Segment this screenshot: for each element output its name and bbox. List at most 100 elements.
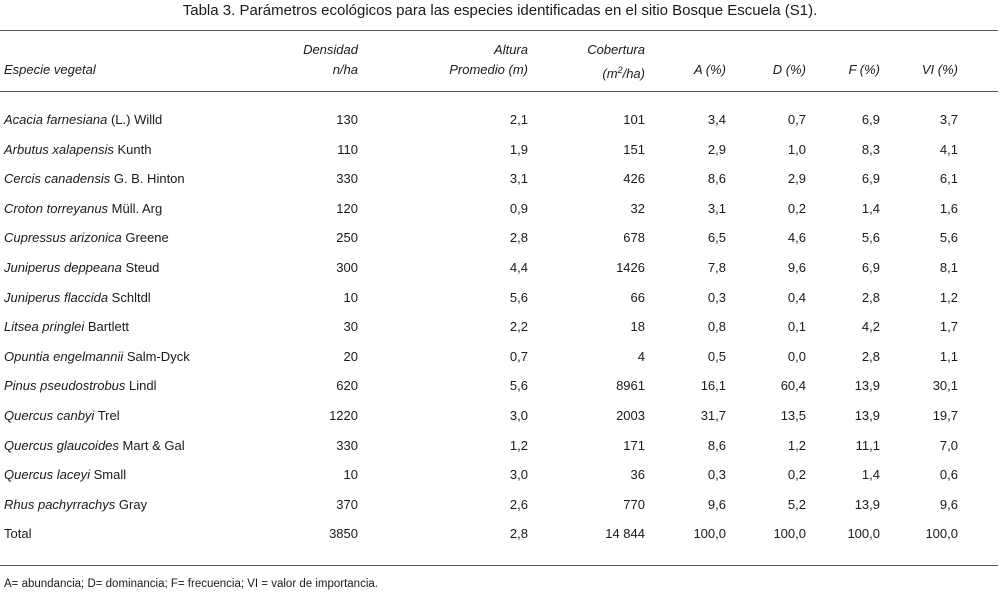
d-cell: 0,0 <box>787 348 806 364</box>
footnote: A= abundancia; D= dominancia; F= frecuen… <box>4 578 378 590</box>
d-cell: 0,1 <box>787 319 806 335</box>
bottom-rule <box>0 565 998 566</box>
species-cell: Pinus pseudostrobus Lindl <box>4 376 157 396</box>
header-a: A (%) <box>693 62 726 77</box>
cover-cell: 1426 <box>616 260 645 275</box>
f-cell: 1,4 <box>861 200 880 216</box>
f-cell: 6,9 <box>861 171 880 187</box>
total-f-cell: 100,0 <box>847 526 880 542</box>
species-name: Juniperus flaccida <box>4 289 109 305</box>
table-row: Arbutus xalapensis Kunth 110 1,9 151 2,9 1,0 8… <box>0 140 1000 160</box>
species-cell: Quercus glaucoides Mart & Gal <box>4 436 185 456</box>
d-cell: 1,2 <box>787 437 806 453</box>
species-cell: Croton torreyanus Müll. Arg <box>4 199 162 219</box>
table-row: Juniperus deppeana Steud 300 4,4 1426 7,8 9,6… <box>0 258 1000 278</box>
header-cover-line1: Cobertura <box>587 42 645 57</box>
table-row: Cercis canadensis G. B. Hinton 330 3,1 426 8… <box>0 169 1000 189</box>
vi-cell: 4,1 <box>939 141 958 157</box>
species-cell: Rhus pachyrrachys Gray <box>4 495 147 515</box>
species-cell: Quercus canbyi Trel <box>4 406 120 426</box>
density-cell: 300 <box>336 260 358 275</box>
cover-cell: 18 <box>630 319 645 335</box>
d-cell: 9,6 <box>787 260 806 275</box>
vi-cell: 30,1 <box>932 378 958 394</box>
species-author: Small <box>89 467 127 483</box>
d-cell: 0,2 <box>787 467 806 483</box>
cover-cell: 4 <box>637 348 645 364</box>
density-cell: 30 <box>343 319 358 335</box>
table-row: Rhus pachyrrachys Gray 370 2,6 770 9,6 5,2 13,… <box>0 495 1000 515</box>
vi-cell: 1,2 <box>939 289 958 305</box>
d-cell: 4,6 <box>787 230 806 246</box>
total-height-cell: 2,8 <box>509 526 528 542</box>
height-cell: 1,9 <box>509 141 528 157</box>
species-author: Bartlett <box>84 319 130 335</box>
height-cell: 3,0 <box>509 408 528 423</box>
species-name: Cupressus arizonica <box>4 230 122 246</box>
species-name: Cercis canadensis <box>4 171 111 187</box>
species-cell: Opuntia engelmannii Salm-Dyck <box>4 347 190 367</box>
table-row: Croton torreyanus Müll. Arg 120 0,9 32 3,1 0,… <box>0 199 1000 219</box>
cover-cell: 770 <box>623 496 645 512</box>
table-row: Quercus canbyi Trel 1220 3,0 2003 31,7 13,5 13… <box>0 406 1000 426</box>
vi-cell: 9,6 <box>939 496 958 512</box>
table-row: Pinus pseudostrobus Lindl 620 5,6 8961 16,1 6… <box>0 376 1000 396</box>
f-cell: 6,9 <box>861 112 880 127</box>
species-author: Müll. Arg <box>108 200 163 216</box>
height-cell: 2,2 <box>509 319 528 335</box>
density-cell: 110 <box>337 141 358 157</box>
header-height: Altura Promedio (m) <box>388 40 528 80</box>
a-cell: 6,5 <box>707 230 726 246</box>
species-author: Schltdl <box>108 289 151 305</box>
header-cover-unit-sup: 2 <box>617 65 623 75</box>
species-name: Rhus pachyrrachys <box>4 496 116 512</box>
a-cell: 8,6 <box>707 171 726 187</box>
header-rule <box>0 91 998 92</box>
density-cell: 250 <box>336 230 358 246</box>
density-cell: 620 <box>336 378 358 394</box>
a-cell: 31,7 <box>700 408 726 423</box>
density-cell: 10 <box>343 289 358 305</box>
f-cell: 13,9 <box>854 378 880 394</box>
header-species: Especie vegetal <box>4 62 96 77</box>
vi-cell: 3,7 <box>939 112 958 127</box>
f-cell: 2,8 <box>861 348 880 364</box>
density-cell: 330 <box>336 171 358 187</box>
species-name: Quercus canbyi <box>4 408 95 423</box>
f-cell: 6,9 <box>861 260 880 275</box>
f-cell: 4,2 <box>861 319 880 335</box>
d-cell: 5,2 <box>787 496 806 512</box>
table-row: Juniperus flaccida Schltdl 10 5,6 66 0,3 0,4 2… <box>0 288 1000 308</box>
cover-cell: 101 <box>623 112 645 127</box>
d-cell: 60,4 <box>780 378 806 394</box>
species-cell: Juniperus flaccida Schltdl <box>4 288 151 308</box>
height-cell: 3,1 <box>509 171 528 187</box>
total-label: Total <box>4 526 32 542</box>
a-cell: 0,8 <box>707 319 726 335</box>
species-name: Juniperus deppeana <box>4 260 122 275</box>
table-row: Opuntia engelmannii Salm-Dyck 20 0,7 4 0,5 0,… <box>0 347 1000 367</box>
top-rule <box>0 30 998 31</box>
species-author: Kunth <box>113 141 152 157</box>
total-vi-cell: 100,0 <box>925 526 958 542</box>
species-cell: Acacia farnesiana (L.) Willd <box>4 110 162 130</box>
a-cell: 9,6 <box>707 496 726 512</box>
density-cell: 370 <box>336 496 358 512</box>
cover-cell: 678 <box>623 230 645 246</box>
species-author: Mart & Gal <box>118 437 185 453</box>
vi-cell: 1,1 <box>939 348 958 364</box>
vi-cell: 19,7 <box>932 408 958 423</box>
species-name: Croton torreyanus <box>4 200 109 216</box>
d-cell: 13,5 <box>780 408 806 423</box>
height-cell: 3,0 <box>509 467 528 483</box>
cover-cell: 8961 <box>616 378 645 394</box>
a-cell: 16,1 <box>700 378 726 394</box>
density-cell: 130 <box>336 112 358 127</box>
total-d-cell: 100,0 <box>773 526 806 542</box>
a-cell: 0,3 <box>707 467 726 483</box>
vi-cell: 1,7 <box>939 319 958 335</box>
density-cell: 120 <box>336 200 358 216</box>
vi-cell: 5,6 <box>939 230 958 246</box>
header-height-line2: Promedio (m) <box>449 62 528 77</box>
species-name: Acacia farnesiana <box>4 112 108 127</box>
